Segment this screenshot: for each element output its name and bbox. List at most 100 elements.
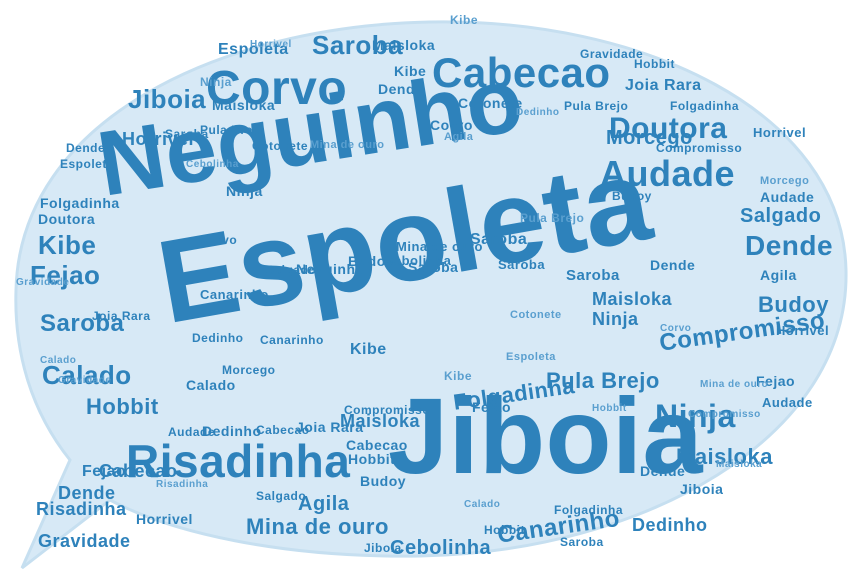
word-jiboia-3: Jiboia <box>680 481 724 497</box>
word-gravidade: Gravidade <box>38 531 131 551</box>
word-saroba-5: Saroba <box>165 127 209 141</box>
word-joia-rara-3: Salgado <box>256 489 307 503</box>
word-gravidade-2: Gravidade <box>580 47 644 61</box>
word-mina-de-ouro: Mina de ouro <box>246 514 389 539</box>
word-risadinha-2: Risadinha <box>36 499 127 519</box>
word-corvo: Corvo <box>206 62 348 115</box>
word-saroba-4: Saroba <box>408 259 459 275</box>
word-doutora-2: Doutora <box>38 211 96 227</box>
word-cebolinha: Cebolinha <box>390 537 492 559</box>
word-compromisso-3: Compromisso <box>656 141 743 155</box>
word-espoleta-4: Espoleta <box>506 351 556 363</box>
word-salgado-4: Folgadinha <box>554 503 623 517</box>
word-gravidade-4: Gravidade <box>58 375 112 386</box>
word-audade-2: Audade <box>760 189 815 205</box>
word-dende: Dende <box>745 230 834 261</box>
word-calado-3: Calado <box>40 355 77 366</box>
word-corvo-4: Corvo <box>660 323 692 334</box>
word-morcego-2: Dedinho <box>202 423 262 439</box>
word-kibe-5: Kibe <box>444 369 473 383</box>
word-joia-rara-2: Salgado <box>266 263 317 277</box>
word-salgado-2: Folgadinha <box>40 195 120 211</box>
word-cabecao-3: Cabecao <box>256 423 310 437</box>
word-cabecao-4: Cabecao <box>346 437 408 453</box>
speech-bubble-shape <box>14 20 848 570</box>
word-risadinha-3: Risadinha <box>156 479 209 490</box>
word-jiboia-4: Jiboia <box>364 541 402 555</box>
word-calado: Calado <box>42 360 132 390</box>
word-cabecao-2: Cabecao <box>99 461 178 481</box>
word-budoy-4: Budoy <box>612 189 652 203</box>
word-folgadinha-3: Cotonete <box>510 309 562 321</box>
word-corvo-2: Corvo <box>430 117 473 133</box>
word-folgadinha-2: Cotonete <box>252 139 308 153</box>
word-maisloka-3: Joia Rara <box>92 309 151 323</box>
word-compromisso-4: Compromisso <box>688 409 761 420</box>
word-saroba-8: Saroba <box>560 535 604 549</box>
word-ninja-4: Ninja <box>200 75 232 89</box>
word-maisloka-2: Joia Rara <box>296 419 364 435</box>
word-dende-6: Dende <box>640 463 686 479</box>
word-horrivel: Agila <box>298 493 350 515</box>
word-hobbit-2: Hobbit <box>634 57 675 71</box>
word-ninja-2: Ninja <box>592 309 639 329</box>
word-kibe-2: Kibe <box>350 341 387 358</box>
word-budoy: Budoy <box>758 292 829 317</box>
word-corvo-3: Corvo <box>200 233 238 247</box>
word-espoleta-2: Espoleta <box>218 41 289 58</box>
word-salgado-3: Folgadinha <box>670 99 739 113</box>
word-canarinho-2: Canarinho <box>200 287 269 302</box>
word-joia-rara: Salgado <box>740 205 822 227</box>
word-horrivel-2: Agila <box>760 267 797 283</box>
word-maisloka: Joia Rara <box>625 77 702 94</box>
word-ninja: Ninja <box>655 398 736 434</box>
word-agila: Maisloka <box>676 444 773 469</box>
word-agila-6: Maisloka <box>716 459 763 470</box>
word-audade-3: Audade <box>168 425 216 439</box>
word-kibe-4: Kibe <box>450 13 479 27</box>
word-gravidade-3: Gravidade <box>16 277 70 288</box>
word-jiboia-2: Jiboia <box>128 84 207 114</box>
word-budoy-2: Budoy <box>348 253 395 269</box>
word-kibe-3: Kibe <box>394 63 427 79</box>
word-dedinho-2: Morcego <box>222 363 276 377</box>
word-espoleta-3: Espoleta <box>60 157 115 171</box>
word-agila-4: Maisloka <box>212 97 276 113</box>
word-compromisso-2: Compromisso <box>344 403 431 417</box>
word-saroba-6: Saroba <box>498 257 546 272</box>
word-hobbit: Hobbit <box>86 394 159 419</box>
word-dedinho-3: Morcego <box>760 175 810 187</box>
word-dedinho: Morcego <box>606 127 693 149</box>
word-cebolinha-2: Cebolinha <box>384 253 452 268</box>
word-cabecao: Cabecao <box>432 49 611 96</box>
word-calado-4: Calado <box>464 499 501 510</box>
word-cotonete: Horrivel <box>122 129 195 149</box>
word-ninja-3: Ninja <box>226 183 263 199</box>
word-neguinho-2: Neguinho <box>296 261 365 277</box>
word-cotonete-5: Horrivel <box>250 39 292 50</box>
word-cotonete-4: Horrivel <box>136 511 193 527</box>
word-audade-4: Audade <box>762 395 813 410</box>
word-doutora: Doutora <box>609 112 728 145</box>
word-fejao-3: Fejao <box>756 373 796 389</box>
word-budoy-3: Budoy <box>360 473 407 489</box>
word-saroba: Saroba <box>312 30 404 60</box>
word-dende-3: Dende <box>378 81 424 97</box>
word-dende-2: Dende <box>58 483 116 503</box>
word-jiboia: Jiboia <box>388 375 704 496</box>
word-pula-brejo-3: Pula Brejo <box>564 99 629 113</box>
word-morcego-4: Dedinho <box>516 107 560 118</box>
word-saroba-2: Saroba <box>40 310 125 337</box>
word-fejao-4: Fejao <box>472 399 512 415</box>
word-horrivel-3: Agila <box>444 131 474 143</box>
word-cotonete-3: Horrivel <box>776 323 830 338</box>
word-morcego: Dedinho <box>632 515 708 535</box>
word-cotonete-2: Horrivel <box>753 125 807 140</box>
word-agila-5: Maisloka <box>340 411 421 431</box>
word-hobbit-4: Hobbit <box>484 523 525 537</box>
word-cebolinha-3: Cebolinha <box>186 159 239 170</box>
word-dende-4: Dende <box>66 141 106 155</box>
word-kibe: Kibe <box>38 230 97 260</box>
